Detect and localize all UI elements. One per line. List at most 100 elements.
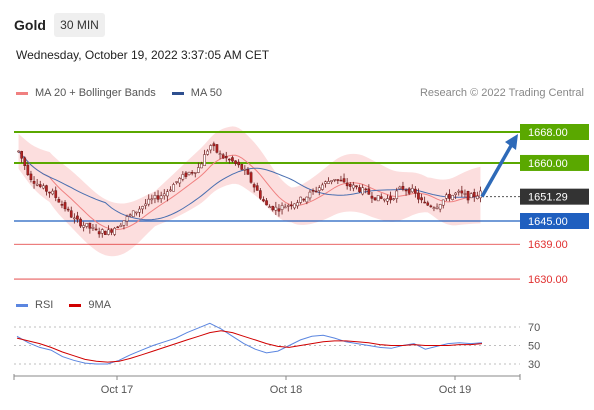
rsi-tick-label: 30 bbox=[528, 359, 540, 371]
candle bbox=[20, 150, 23, 163]
level-label-support: 1639.00 bbox=[528, 239, 568, 251]
rsi-swatch bbox=[16, 303, 28, 307]
candle bbox=[153, 191, 157, 204]
candle bbox=[218, 150, 222, 160]
candle bbox=[324, 180, 327, 188]
candle bbox=[224, 151, 228, 162]
candle bbox=[370, 191, 374, 204]
candle bbox=[429, 204, 433, 208]
level-tag-pivot bbox=[520, 213, 589, 229]
candle bbox=[271, 205, 275, 212]
instrument-title: Gold bbox=[14, 17, 46, 33]
nine-ma-line bbox=[16, 330, 483, 363]
interval-button[interactable]: 30 MIN bbox=[54, 13, 105, 37]
candle bbox=[156, 190, 160, 203]
candle bbox=[190, 170, 194, 176]
candle bbox=[355, 185, 358, 190]
level-label-pivot: 1645.00 bbox=[528, 216, 568, 228]
candle bbox=[317, 185, 321, 196]
candle bbox=[48, 191, 51, 198]
candle bbox=[336, 179, 340, 184]
candle bbox=[234, 160, 237, 166]
candle bbox=[466, 190, 470, 204]
level-label-last: 1651.29 bbox=[528, 192, 568, 204]
candle bbox=[166, 189, 169, 202]
candle bbox=[73, 213, 76, 224]
candle bbox=[469, 192, 473, 199]
candle bbox=[100, 228, 104, 238]
candle bbox=[240, 163, 244, 171]
ma20-swatch bbox=[16, 91, 28, 95]
candle bbox=[407, 187, 411, 196]
level-label-resistance: 1668.00 bbox=[528, 127, 568, 139]
candle bbox=[293, 203, 296, 210]
candle bbox=[252, 182, 256, 193]
candle bbox=[113, 226, 116, 237]
candle bbox=[69, 206, 73, 218]
candle bbox=[63, 200, 67, 212]
candle bbox=[228, 158, 231, 164]
candle bbox=[398, 185, 402, 190]
candle bbox=[311, 188, 315, 195]
candle bbox=[26, 162, 30, 177]
candle bbox=[280, 202, 284, 215]
candle bbox=[259, 187, 262, 200]
candle bbox=[358, 184, 361, 194]
candle bbox=[128, 213, 132, 218]
candle bbox=[438, 203, 442, 213]
candle bbox=[457, 189, 461, 196]
candle bbox=[290, 201, 293, 210]
candle bbox=[60, 200, 64, 209]
candle bbox=[305, 196, 309, 205]
candle bbox=[283, 203, 287, 209]
candle bbox=[110, 228, 113, 236]
candle bbox=[268, 204, 271, 209]
candle bbox=[91, 224, 95, 232]
legend-9ma[interactable]: 9MA bbox=[69, 299, 111, 311]
candle bbox=[426, 200, 430, 207]
candle bbox=[175, 181, 178, 185]
candle bbox=[147, 194, 151, 207]
candle bbox=[169, 186, 172, 192]
research-credit: Research © 2022 Trading Central bbox=[419, 87, 584, 99]
candle bbox=[215, 144, 219, 154]
candle bbox=[262, 196, 265, 203]
candle bbox=[97, 227, 101, 238]
nine-ma-swatch bbox=[69, 303, 82, 307]
candle bbox=[181, 171, 185, 182]
level-label-support: 1630.00 bbox=[528, 274, 568, 286]
candle bbox=[448, 189, 451, 202]
candle bbox=[200, 161, 203, 169]
legend-ma50[interactable]: MA 50 bbox=[171, 87, 222, 99]
candle bbox=[29, 170, 33, 183]
candle bbox=[476, 191, 479, 200]
rsi-line bbox=[16, 322, 483, 365]
level-tag-resistance bbox=[520, 124, 589, 140]
candle bbox=[119, 223, 123, 228]
candle bbox=[178, 177, 182, 188]
timestamp: Wednesday, October 19, 2022 3:37:05 AM C… bbox=[16, 48, 270, 62]
candle bbox=[376, 195, 380, 202]
candle bbox=[333, 178, 337, 183]
legend-ma20[interactable]: MA 20 + Bollinger Bands bbox=[16, 87, 156, 99]
candle bbox=[187, 171, 191, 176]
candle bbox=[364, 187, 368, 194]
candle bbox=[104, 230, 107, 235]
candle bbox=[314, 186, 318, 193]
candle bbox=[308, 189, 312, 201]
candle bbox=[379, 193, 383, 200]
legend-rsi[interactable]: RSI bbox=[16, 299, 53, 311]
candle bbox=[361, 184, 364, 196]
legend-rsi-label: RSI bbox=[35, 299, 54, 311]
candle bbox=[414, 186, 417, 198]
candle bbox=[35, 178, 39, 187]
candle bbox=[203, 149, 206, 166]
candle bbox=[131, 210, 135, 218]
candle bbox=[42, 183, 45, 190]
candle bbox=[451, 194, 454, 201]
candle bbox=[243, 165, 247, 176]
candle bbox=[383, 198, 386, 203]
candle bbox=[367, 184, 371, 195]
candle bbox=[17, 150, 20, 153]
